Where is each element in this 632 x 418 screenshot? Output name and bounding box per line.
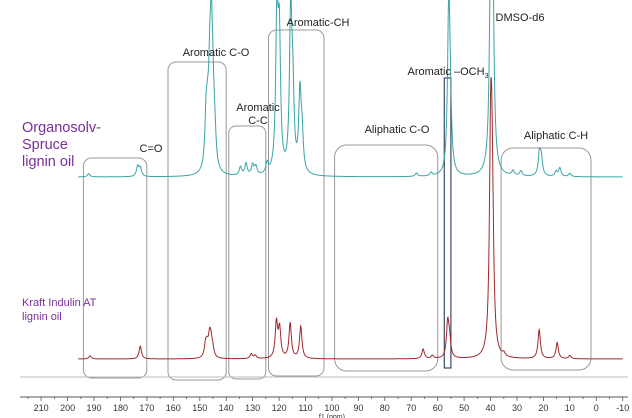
region-box [228,125,267,380]
tick-label: 120 [272,403,287,413]
region-label: DMSO-d6 [496,12,545,24]
tick-label: 190 [86,403,101,413]
spectra [78,0,623,360]
region-label: Aliphatic C-O [365,124,430,136]
tick-label: 30 [512,403,522,413]
tick-label: 130 [245,403,260,413]
region-label: Aliphatic C-H [524,130,588,142]
region-label: Aromatic –OCH3 [408,66,489,80]
tick-label: 200 [60,403,75,413]
tick-label: 40 [485,403,495,413]
region-box [82,157,148,379]
sample-label: Spruce [22,137,68,153]
tick-label: 180 [113,403,128,413]
region-label: C-C [248,115,268,127]
tick-label: 50 [459,403,469,413]
tick-label: 70 [406,403,416,413]
sample-label: lignin oil [22,311,62,323]
tick-label: 90 [353,403,363,413]
tick-label: 110 [298,403,312,413]
tick-label: 20 [538,403,548,413]
region-box [167,61,227,381]
tick-label: 100 [324,403,339,413]
tick-label: 170 [139,403,154,413]
region-label: Aromatic [236,102,280,114]
sample-label: Organosolv- [22,120,101,136]
sample-label: lignin oil [22,154,74,170]
x-axis: 210 200 190 180 170 160 150 140 130 120 110 100 90 80… [20,376,629,418]
spectrum-line [78,77,623,360]
tick-label: -10 [616,403,629,413]
sample-label: Kraft Indulin AT [22,297,97,309]
tick-label: 140 [219,403,234,413]
region-box [500,147,592,371]
region-label: Aromatic C-O [183,47,250,59]
tick-label: 160 [166,403,181,413]
tick-label: 80 [380,403,390,413]
tick-label: 150 [192,403,207,413]
tick-label: 10 [565,403,575,413]
region-box [334,144,439,372]
region-box [268,29,325,377]
region-boxes [82,29,592,381]
spectrum-line [78,0,623,178]
region-label: C=O [140,143,163,155]
x-axis-title: f1 (ppm) [319,414,345,418]
tick-label: 60 [433,403,443,413]
tick-label: 210 [34,403,49,413]
tick-label: 0 [594,403,599,413]
region-label: Aromatic-CH [287,17,350,29]
